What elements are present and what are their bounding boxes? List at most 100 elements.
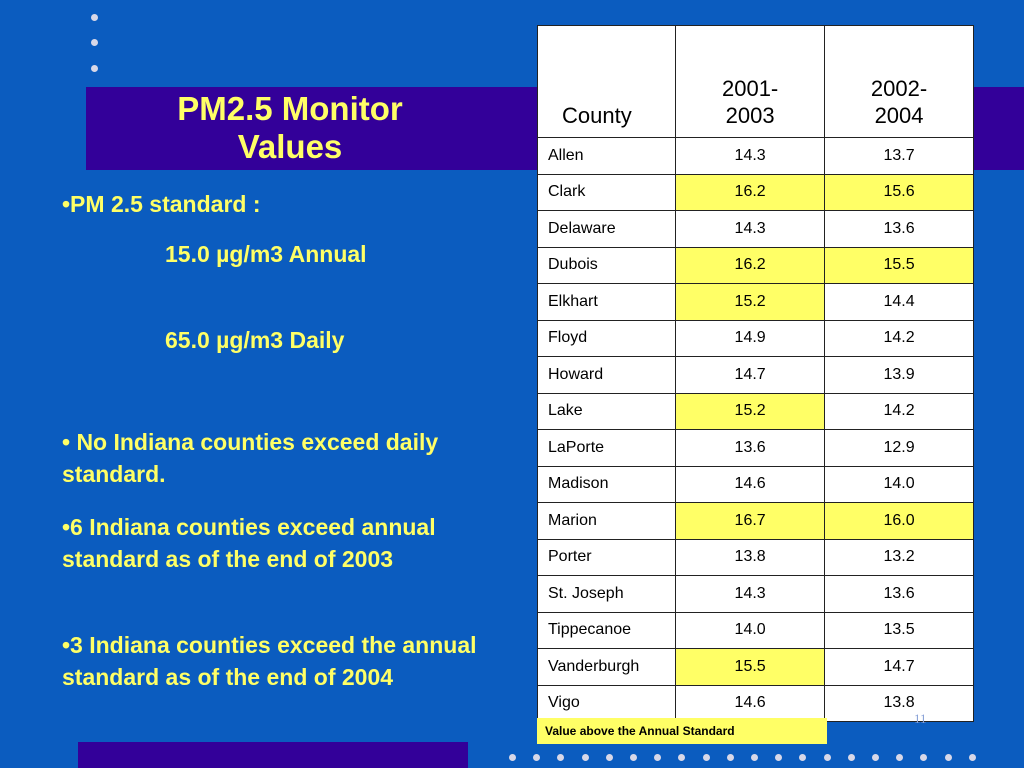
decorative-dot	[630, 754, 637, 761]
header-county: County	[536, 25, 677, 138]
header-2003-line1: 2001-	[721, 76, 779, 101]
title-line-1: PM2.5 Monitor	[177, 90, 403, 127]
table-row: Howard 14.7 13.9	[536, 356, 974, 394]
table-row: Madison 14.6 14.0	[536, 465, 974, 503]
table-row: LaPorte 13.6 12.9	[536, 429, 974, 467]
value-2003-cell: 14.6	[675, 465, 826, 503]
county-cell: Howard	[536, 356, 677, 394]
county-cell: Marion	[536, 502, 677, 540]
value-2004-cell: 13.2	[824, 538, 974, 576]
county-cell: Lake	[536, 392, 677, 430]
header-2004-line1: 2002-	[870, 76, 928, 101]
value-2003-cell: 15.2	[675, 392, 826, 430]
county-cell: St. Joseph	[536, 575, 677, 613]
decorative-dot	[533, 754, 541, 761]
page-number: 11	[914, 711, 927, 726]
county-cell: Vanderburgh	[536, 648, 677, 686]
bullet-2004: •3 Indiana counties exceed the annual st…	[62, 632, 477, 690]
value-2004-cell: 13.6	[824, 575, 974, 613]
decorative-dot	[872, 754, 879, 761]
value-2004-cell: 14.0	[824, 465, 974, 503]
annual-standard: 15.0 µg/m3 Annual	[165, 241, 367, 267]
value-2004-cell: 14.4	[824, 283, 974, 321]
value-2003-cell: 14.6	[675, 684, 826, 722]
table-header-row: County 2001- 2003 2002- 2004	[536, 25, 974, 138]
table-row: Porter 13.8 13.2	[536, 538, 974, 576]
value-2003-cell: 16.2	[675, 246, 826, 284]
table-row: Floyd 14.9 14.2	[536, 319, 974, 357]
county-cell: Dubois	[536, 246, 677, 284]
decorative-dot	[678, 754, 686, 761]
value-2003-cell: 14.3	[675, 210, 826, 248]
value-2004-cell: 13.9	[824, 356, 974, 394]
value-2003-cell: 14.7	[675, 356, 826, 394]
value-2003-cell: 16.7	[675, 502, 826, 540]
county-cell: Floyd	[536, 319, 677, 357]
county-cell: Elkhart	[536, 283, 677, 321]
bullet-daily: • No Indiana counties exceed daily stand…	[62, 429, 439, 487]
decorative-dot	[557, 754, 565, 761]
table-row: Dubois 16.2 15.5	[536, 246, 974, 284]
county-cell: Vigo	[536, 684, 677, 722]
highlight-legend: Value above the Annual Standard	[537, 718, 827, 744]
value-2004-cell: 15.5	[824, 246, 974, 284]
value-2004-cell: 13.5	[824, 611, 974, 649]
pm25-table: County 2001- 2003 2002- 2004 Allen 14.3 13…	[536, 25, 974, 722]
table-row: Delaware 14.3 13.6	[536, 210, 974, 248]
decorative-dot	[91, 14, 98, 21]
value-2004-cell: 16.0	[824, 502, 974, 540]
value-2003-cell: 14.9	[675, 319, 826, 357]
decorative-dot	[91, 39, 98, 46]
county-cell: Madison	[536, 465, 677, 503]
value-2003-cell: 14.0	[675, 611, 826, 649]
county-cell: Tippecanoe	[536, 611, 677, 649]
table-row: Vanderburgh 15.5 14.7	[536, 648, 974, 686]
title-line-2: Values	[237, 128, 343, 165]
header-2004-line2: 2004	[874, 103, 924, 128]
decorative-dot	[896, 754, 904, 761]
table-row: Vigo 14.6 13.8	[536, 684, 974, 722]
header-2003-line2: 2003	[725, 103, 775, 128]
footer-band	[78, 742, 468, 768]
value-2004-cell: 14.7	[824, 648, 974, 686]
decorative-dot	[823, 754, 831, 761]
table-row: St. Joseph 14.3 13.6	[536, 575, 974, 613]
decorative-dot	[799, 754, 807, 761]
header-2003: 2001- 2003	[675, 25, 826, 138]
value-2004-cell: 15.6	[824, 173, 974, 211]
value-2003-cell: 15.5	[675, 648, 826, 686]
decorative-dot	[605, 754, 613, 761]
decorative-dot	[968, 754, 976, 761]
table-row: Allen 14.3 13.7	[536, 137, 974, 175]
bullet-2003: •6 Indiana counties exceed annual standa…	[62, 514, 436, 572]
decorative-dot	[751, 754, 758, 761]
value-2004-cell: 14.2	[824, 392, 974, 430]
decorative-dot	[726, 754, 734, 761]
value-2003-cell: 15.2	[675, 283, 826, 321]
table-row: Clark 16.2 15.6	[536, 173, 974, 211]
value-2004-cell: 13.6	[824, 210, 974, 248]
value-2003-cell: 13.6	[675, 429, 826, 467]
decorative-dot	[91, 65, 98, 72]
table-row: Marion 16.7 16.0	[536, 502, 974, 540]
county-cell: Allen	[536, 137, 677, 175]
header-2004: 2002- 2004	[824, 25, 974, 138]
decorative-dot	[702, 754, 710, 761]
decorative-dot	[944, 754, 952, 761]
decorative-dot	[775, 754, 783, 761]
county-cell: Clark	[536, 173, 677, 211]
decorative-dot	[581, 754, 589, 761]
value-2003-cell: 14.3	[675, 575, 826, 613]
decorative-dot	[509, 754, 516, 761]
county-cell: Delaware	[536, 210, 677, 248]
value-2003-cell: 14.3	[675, 137, 826, 175]
value-2004-cell: 12.9	[824, 429, 974, 467]
value-2004-cell: 13.8	[824, 684, 974, 722]
value-2003-cell: 13.8	[675, 538, 826, 576]
decorative-dot	[847, 754, 855, 761]
value-2003-cell: 16.2	[675, 173, 826, 211]
county-cell: LaPorte	[536, 429, 677, 467]
decorative-dot	[920, 754, 928, 761]
value-2004-cell: 14.2	[824, 319, 974, 357]
daily-standard: 65.0 µg/m3 Daily	[165, 327, 345, 353]
